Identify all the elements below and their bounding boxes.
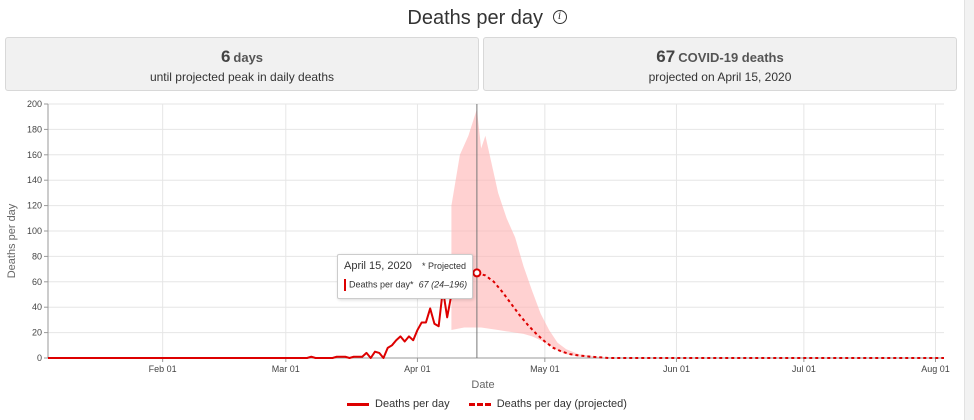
hover-point — [472, 268, 482, 278]
y-axis-label: Deaths per day — [6, 203, 18, 278]
legend-item-projected[interactable]: Deaths per day (projected) — [468, 398, 627, 410]
y-tick-label: 100 — [27, 226, 42, 236]
y-tick-label: 120 — [27, 201, 42, 211]
legend-projected-label: Deaths per day (projected) — [496, 398, 627, 410]
y-tick-label: 200 — [27, 99, 42, 109]
x-axis-label: Date — [471, 379, 494, 391]
y-tick-label: 40 — [32, 302, 42, 312]
legend-item-actual[interactable]: Deaths per day — [347, 398, 450, 410]
chart-plot — [48, 104, 944, 359]
legend-actual-label: Deaths per day — [375, 398, 450, 410]
page-title: Deaths per day i — [0, 7, 974, 30]
y-tick-label: 0 — [37, 353, 42, 363]
projected-deaths-unit: COVID-19 deaths — [678, 50, 784, 65]
tooltip-series-label: Deaths per day* — [349, 279, 414, 290]
projected-deaths-card: 67 COVID-19 deaths projected on April 15,… — [483, 37, 957, 91]
peak-days-card: 6 days until projected peak in daily deat… — [5, 37, 479, 91]
x-tick-label: Feb 01 — [149, 364, 177, 374]
y-tick-label: 20 — [32, 328, 42, 338]
title-text: Deaths per day — [407, 7, 544, 29]
info-icon[interactable]: i — [552, 9, 567, 24]
tooltip-swatch — [344, 279, 346, 291]
y-tick-label: 80 — [32, 251, 42, 261]
x-tick-label: Jun 01 — [663, 364, 690, 374]
x-tick-label: Mar 01 — [272, 364, 300, 374]
projected-deaths-value: 67 — [656, 47, 676, 66]
legend-dashed-line — [468, 402, 491, 406]
series-line-actual — [48, 288, 453, 359]
x-tick-label: May 01 — [530, 364, 560, 374]
series-line-projected — [450, 271, 944, 359]
projected-deaths-caption: projected on April 15, 2020 — [648, 70, 792, 84]
legend-solid-line — [347, 402, 370, 406]
uncertainty-band — [451, 109, 609, 358]
chart-axes: 0 20 40 60 80 100 120 140 160 180 200 Feb 01 Mar 01 A… — [27, 99, 950, 374]
tooltip-row: Deaths per day* 67 (24–196) — [344, 279, 467, 291]
chart-tooltip: April 15, 2020 * Projected Deaths per da… — [337, 254, 473, 299]
x-tick-label: Aug 01 — [921, 364, 950, 374]
x-tick-label: Jul 01 — [792, 364, 816, 374]
peak-days-unit: days — [233, 50, 264, 65]
tooltip-date: April 15, 2020 — [344, 260, 412, 272]
tooltip-range: (24–196) — [431, 279, 468, 290]
peak-days-value: 6 — [220, 47, 231, 66]
y-tick-label: 140 — [27, 175, 42, 185]
tooltip-projected-note: * Projected — [421, 261, 466, 271]
y-tick-label: 60 — [32, 277, 42, 287]
y-tick-label: 160 — [27, 150, 42, 160]
x-tick-label: Apr 01 — [404, 364, 431, 374]
tooltip-value: 67 — [418, 279, 429, 290]
peak-days-caption: until projected peak in daily deaths — [149, 70, 335, 84]
chart-legend: Deaths per day Deaths per day (projected… — [0, 398, 974, 410]
y-tick-label: 180 — [27, 124, 42, 134]
